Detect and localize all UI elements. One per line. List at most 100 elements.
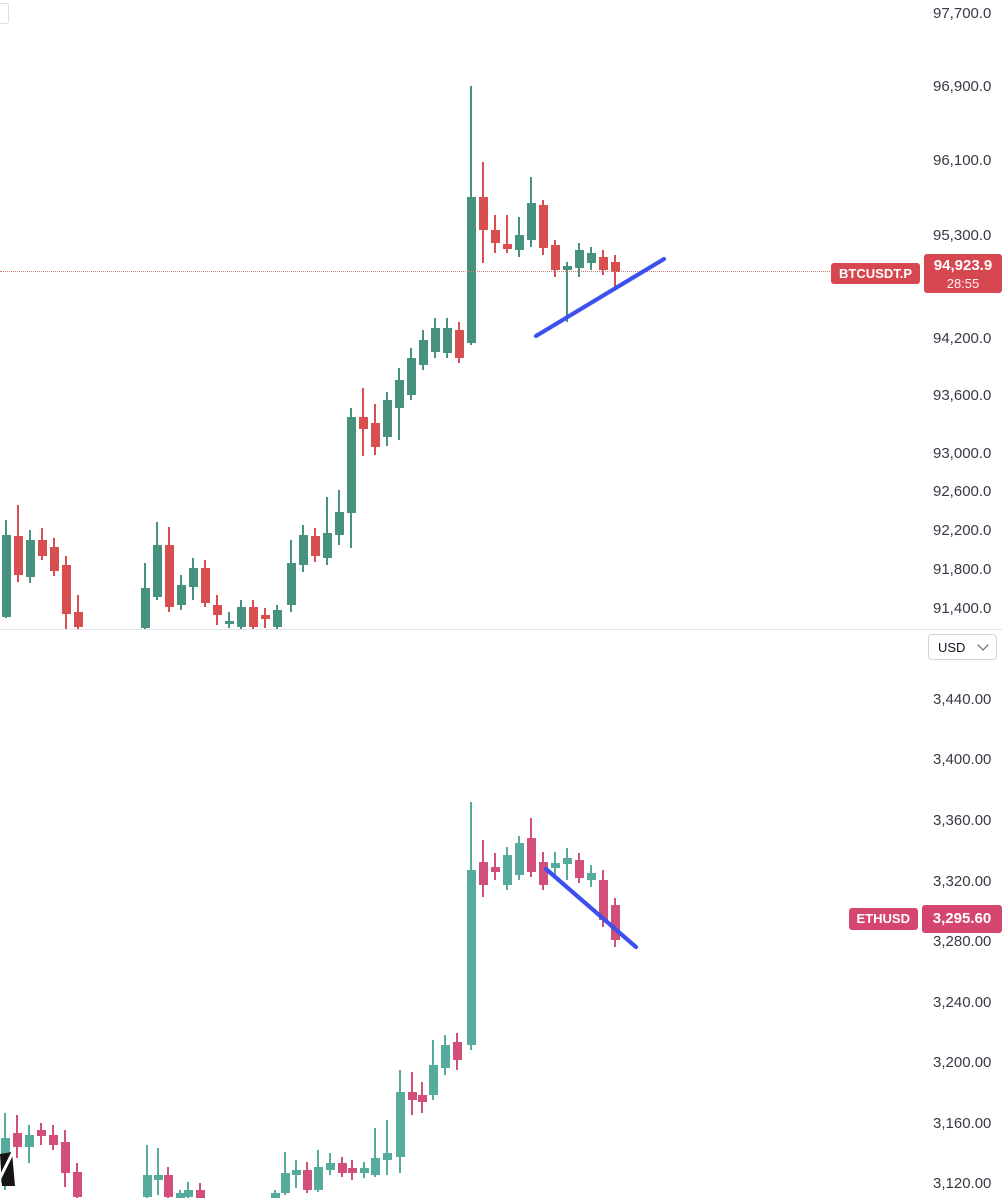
candle-up: [322, 532, 332, 559]
candle-down: [454, 330, 464, 359]
eth-chart-panel[interactable]: 3,440.00 3,400.00 3,360.00 3,320.00 3,280.00…: [0, 662, 1002, 1198]
candle-down: [490, 229, 500, 243]
candle-up: [418, 340, 428, 366]
candle-down: [337, 1163, 347, 1174]
candle-up: [562, 857, 572, 864]
candle-down: [598, 880, 608, 920]
candle-up: [502, 855, 512, 885]
candle-down: [49, 547, 59, 572]
candle-up: [175, 1193, 185, 1198]
candle-up: [280, 1173, 290, 1193]
candle-down: [574, 860, 584, 879]
candle-down: [370, 423, 380, 448]
btc-symbol-text: BTCUSDT.P: [839, 266, 912, 281]
candle-up: [514, 842, 524, 875]
candle-up: [514, 234, 524, 251]
price-tick-label: 91,400.0: [933, 599, 992, 617]
candle-up: [334, 512, 344, 535]
price-tick-label: 93,000.0: [933, 444, 992, 462]
candle-down: [610, 262, 620, 272]
candle-up: [370, 1157, 380, 1175]
candle-up: [298, 535, 308, 566]
candle-up: [382, 400, 392, 437]
candle-up: [236, 607, 246, 627]
candle-wick: [146, 1144, 148, 1198]
candle-down: [347, 1168, 357, 1174]
candle-wick: [157, 1147, 159, 1195]
candle-up: [176, 585, 186, 605]
candle-up: [562, 265, 572, 270]
candle-down: [60, 1141, 70, 1174]
candle-down: [164, 544, 174, 608]
eth-symbol-badge: ETHUSD: [848, 908, 918, 930]
candle-down: [61, 565, 71, 615]
price-tick-label: 96,900.0: [933, 78, 992, 96]
candle-down: [13, 535, 23, 576]
candle-up: [140, 588, 150, 628]
price-tick-label: 92,600.0: [933, 483, 992, 501]
candle-up: [286, 563, 296, 605]
price-tick-label: 3,160.00: [933, 1114, 992, 1132]
toolbar-button-fragment[interactable]: [0, 3, 9, 24]
candle-wick: [566, 847, 568, 880]
candle-up: [346, 416, 356, 514]
candle-down: [195, 1189, 205, 1198]
candle-up: [325, 1163, 335, 1170]
candle-up: [382, 1152, 392, 1161]
btc-bar-countdown: 28:55: [946, 276, 980, 291]
price-tick-label: 95,300.0: [933, 226, 992, 244]
price-tick-label: 3,120.00: [933, 1175, 992, 1193]
candle-wick: [494, 852, 496, 880]
candle-up: [466, 870, 476, 1045]
candle-down: [490, 866, 500, 872]
candle-down: [212, 604, 222, 616]
eth-last-price: 3,295.60: [932, 910, 992, 927]
candle-wick: [228, 612, 230, 628]
price-tick-label: 96,100.0: [933, 152, 992, 170]
price-tick-label: 94,200.0: [933, 330, 992, 348]
candle-up: [395, 1091, 405, 1157]
candle-up: [188, 568, 198, 588]
price-tick-label: 3,280.00: [933, 933, 992, 951]
candle-down: [538, 861, 548, 885]
candle-down: [452, 1042, 462, 1061]
candle-down: [407, 1091, 417, 1100]
candle-wick: [326, 497, 328, 566]
candle-up: [24, 1134, 34, 1147]
candle-down: [37, 539, 47, 557]
candle-down: [248, 607, 258, 627]
candle-up: [183, 1189, 193, 1197]
candle-wick: [374, 1127, 376, 1177]
price-tick-label: 3,360.00: [933, 811, 992, 829]
candle-up: [430, 328, 440, 353]
candle-down: [72, 1171, 82, 1197]
current-price-dotted-line: [0, 271, 838, 273]
watermark-fragment: [0, 1151, 15, 1186]
price-tick-label: 3,320.00: [933, 872, 992, 890]
candle-down: [163, 1175, 173, 1197]
candle-up: [526, 203, 536, 240]
candle-up: [586, 873, 596, 880]
candle-up: [442, 328, 452, 354]
candle-up: [152, 544, 162, 597]
eth-price-label: 3,295.60: [922, 905, 1002, 933]
candle-up: [394, 380, 404, 409]
candle-up: [291, 1170, 301, 1175]
currency-dropdown-value: USD: [938, 639, 966, 655]
btc-chart-panel[interactable]: 97,700.0 96,900.0 96,100.0 95,300.0 94,200.0…: [0, 0, 1002, 630]
price-tick-label: 3,240.00: [933, 993, 992, 1011]
chevron-down-icon: [977, 639, 989, 651]
candle-up: [153, 1175, 163, 1180]
candle-down: [36, 1129, 46, 1136]
panel-separator-line[interactable]: [0, 629, 1002, 630]
price-tick-label: 93,600.0: [933, 387, 992, 405]
candle-up: [270, 1193, 280, 1198]
candle-up: [406, 358, 416, 396]
currency-dropdown[interactable]: USD: [928, 634, 997, 660]
candle-up: [550, 862, 560, 868]
candle-down: [260, 615, 270, 620]
candle-up: [1, 534, 11, 617]
price-tick-label: 97,700.0: [933, 4, 992, 22]
candle-wick: [386, 1119, 388, 1175]
price-tick-label: 91,800.0: [933, 560, 992, 578]
